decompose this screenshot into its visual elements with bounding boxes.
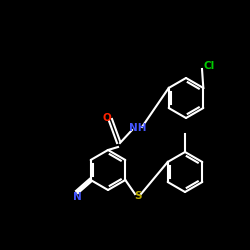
Text: S: S <box>134 191 142 201</box>
Text: N: N <box>72 192 82 202</box>
Text: Cl: Cl <box>204 61 215 71</box>
Text: O: O <box>103 113 112 123</box>
Text: NH: NH <box>129 123 147 133</box>
